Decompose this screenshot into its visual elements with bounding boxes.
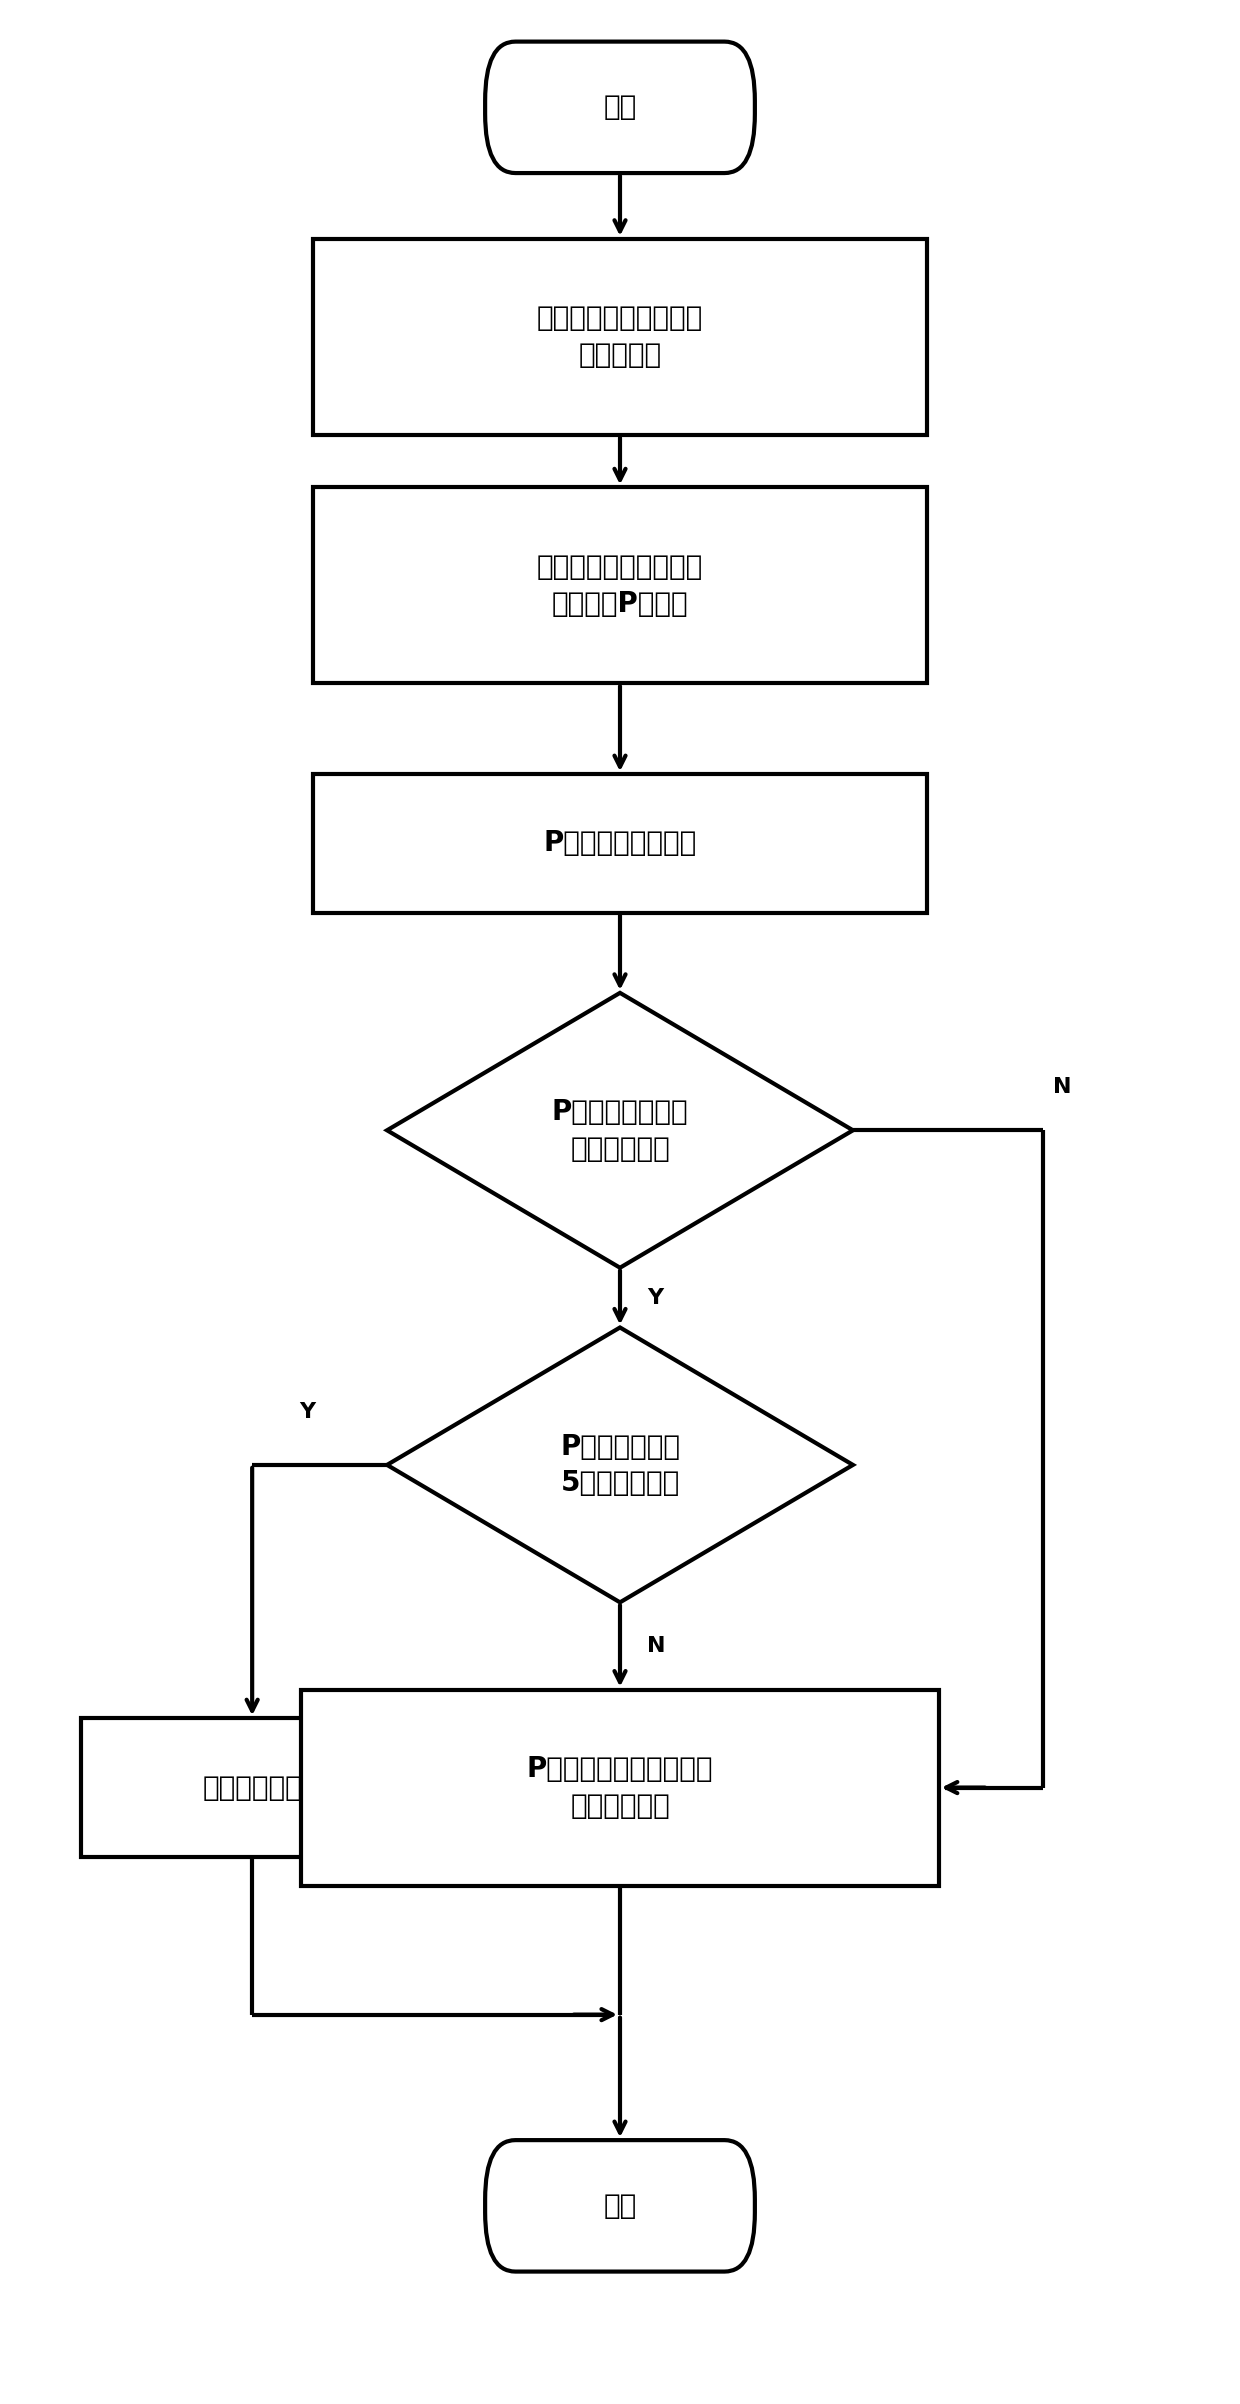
Text: P调节器输出值叠加至全
桥控制移相角: P调节器输出值叠加至全 桥控制移相角 bbox=[527, 1755, 713, 1820]
Polygon shape bbox=[387, 1327, 853, 1603]
Text: Y: Y bbox=[647, 1289, 663, 1308]
Text: 结束: 结束 bbox=[604, 2192, 636, 2219]
Text: P调节器输出值
5次达到限幅值: P调节器输出值 5次达到限幅值 bbox=[560, 1433, 680, 1498]
FancyBboxPatch shape bbox=[485, 2140, 755, 2272]
Text: 偏磁故障触发: 偏磁故障触发 bbox=[202, 1774, 303, 1801]
Text: N: N bbox=[1053, 1077, 1071, 1096]
FancyBboxPatch shape bbox=[485, 41, 755, 173]
Text: 电流基准值与采样值作
差，输入P调节器: 电流基准值与采样值作 差，输入P调节器 bbox=[537, 553, 703, 618]
FancyBboxPatch shape bbox=[301, 1690, 939, 1885]
Text: Y: Y bbox=[299, 1402, 315, 1423]
FancyBboxPatch shape bbox=[314, 238, 926, 435]
Polygon shape bbox=[387, 993, 853, 1267]
Text: P调节器输出值是
否达到限幅值: P调节器输出值是 否达到限幅值 bbox=[552, 1099, 688, 1164]
Text: 采样流经变压器电流，
并整成直流: 采样流经变压器电流， 并整成直流 bbox=[537, 305, 703, 370]
FancyBboxPatch shape bbox=[314, 488, 926, 683]
Text: N: N bbox=[647, 1637, 666, 1656]
FancyBboxPatch shape bbox=[314, 774, 926, 914]
Text: P调节器输出值限幅: P调节器输出值限幅 bbox=[543, 829, 697, 858]
Text: 开始: 开始 bbox=[604, 94, 636, 120]
FancyBboxPatch shape bbox=[81, 1719, 424, 1856]
